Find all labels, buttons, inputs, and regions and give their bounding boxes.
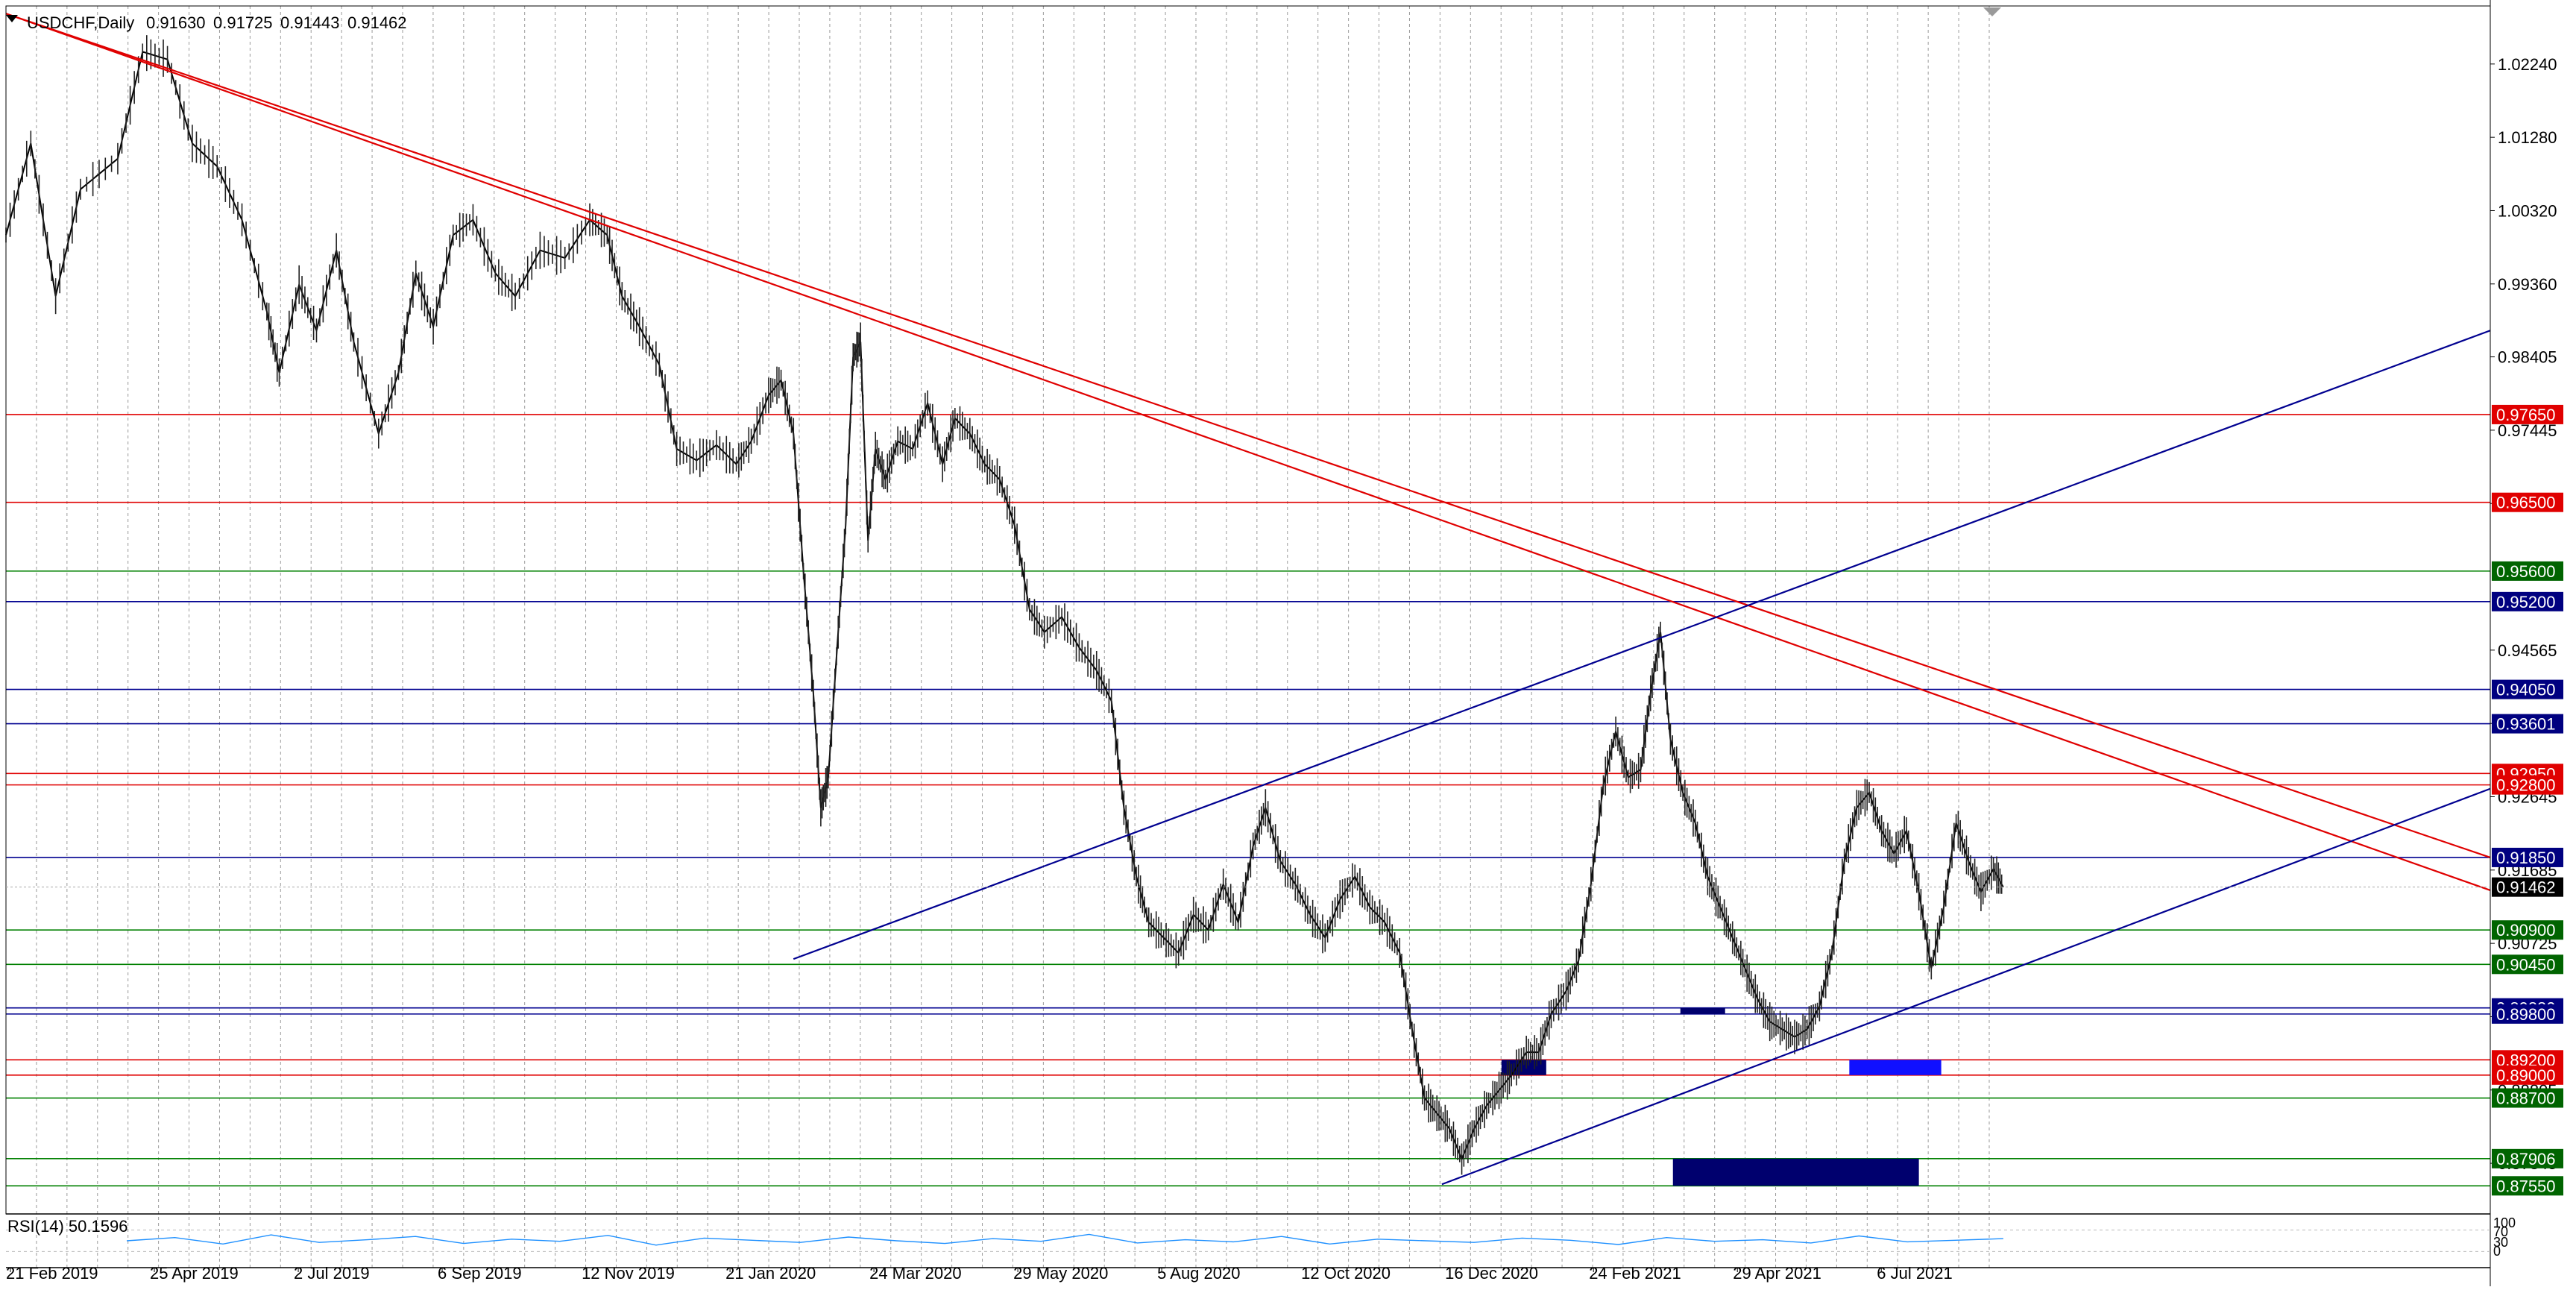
level-price-label-bg (2492, 1148, 2563, 1168)
rsi-axis-label: 30 (2493, 1235, 2508, 1250)
level-price-label: 0.95200 (2496, 593, 2556, 611)
current-price-label-bg (2492, 877, 2563, 897)
level-price-label: 0.91850 (2496, 849, 2556, 867)
level-price-label: 0.89800 (2496, 1005, 2556, 1024)
date-axis-label: 12 Nov 2019 (582, 1264, 675, 1283)
current-price-label: 0.91462 (2496, 878, 2556, 897)
price-axis-label: 0.97445 (2498, 421, 2557, 440)
level-price-label: 0.88700 (2496, 1089, 2556, 1108)
price-axis-label: 0.94565 (2498, 641, 2557, 660)
rsi-label: RSI(14) 50.1596 (7, 1217, 127, 1236)
level-price-label: 0.89000 (2496, 1066, 2556, 1085)
price-axis-label: 0.99360 (2498, 275, 2557, 294)
level-price-label: 0.90450 (2496, 955, 2556, 974)
price-axis-label: 0.98405 (2498, 348, 2557, 367)
level-price-label-bg (2492, 1065, 2563, 1085)
chart-shift-icon (1983, 7, 2001, 16)
date-axis-label: 21 Jan 2020 (725, 1264, 816, 1283)
price-zone (1680, 1007, 1725, 1014)
date-axis-label: 16 Dec 2020 (1445, 1264, 1538, 1283)
date-axis-label: 21 Feb 2019 (6, 1264, 98, 1283)
rsi-line (126, 1233, 2003, 1246)
date-axis-label: 25 Apr 2019 (150, 1264, 239, 1283)
level-price-label-bg (2492, 561, 2563, 581)
ohlc-close: 0.91462 (347, 13, 407, 32)
rsi-axis-label: 100 (2493, 1215, 2516, 1230)
price-zone (1849, 1060, 1942, 1075)
level-price-label: 0.92800 (2496, 776, 2556, 795)
price-axis-label: 1.02240 (2498, 55, 2557, 74)
date-axis-label: 12 Oct 2020 (1301, 1264, 1391, 1283)
date-axis-label: 5 Aug 2020 (1157, 1264, 1240, 1283)
symbol-timeframe-label: USDCHF,Daily (27, 13, 134, 32)
date-axis-label: 24 Feb 2021 (1589, 1264, 1681, 1283)
level-price-label: 0.87906 (2496, 1150, 2556, 1168)
trendline (5, 13, 2491, 858)
rsi-axis-label: 70 (2493, 1224, 2508, 1239)
level-price-label-bg (2492, 1176, 2563, 1196)
level-price-label-bg (2492, 714, 2563, 734)
ohlc-high: 0.91725 (213, 13, 273, 32)
date-axis-label: 6 Jul 2021 (1877, 1264, 1953, 1283)
date-axis-label: 24 Mar 2020 (869, 1264, 962, 1283)
level-price-label: 0.96500 (2496, 494, 2556, 512)
level-price-label-bg (2492, 679, 2563, 699)
level-price-label-bg (2492, 954, 2563, 975)
date-axis-label: 2 Jul 2019 (294, 1264, 370, 1283)
level-price-label-bg (2492, 591, 2563, 611)
level-price-label: 0.93601 (2496, 715, 2556, 734)
level-price-label-bg (2492, 920, 2563, 940)
level-price-label: 0.95600 (2496, 562, 2556, 581)
trendline (5, 13, 2491, 891)
level-price-label: 0.97650 (2496, 406, 2556, 424)
trendline (1441, 787, 2491, 1186)
rsi-axis-label: 0 (2493, 1244, 2501, 1259)
level-price-label-bg (2492, 1004, 2563, 1024)
level-price-label-bg (2492, 492, 2563, 512)
price-axis-label: 1.01280 (2498, 128, 2557, 147)
trendline (793, 330, 2491, 960)
level-price-label: 0.87550 (2496, 1177, 2556, 1195)
price-zone (1672, 1158, 1919, 1186)
date-axis-label: 6 Sep 2019 (438, 1264, 522, 1283)
level-price-label-bg (2492, 404, 2563, 424)
ohlc-low: 0.91443 (280, 13, 340, 32)
collapse-triangle-icon[interactable] (6, 15, 18, 22)
level-price-label: 0.94050 (2496, 681, 2556, 699)
ohlc-open: 0.91630 (146, 13, 206, 32)
level-price-label: 0.90900 (2496, 921, 2556, 940)
date-axis-label: 29 Apr 2021 (1733, 1264, 1821, 1283)
date-axis-label: 29 May 2020 (1013, 1264, 1108, 1283)
level-price-label-bg (2492, 847, 2563, 867)
level-price-label-bg (2492, 775, 2563, 795)
level-price-label-bg (2492, 1088, 2563, 1108)
price-axis-label: 1.00320 (2498, 201, 2557, 220)
